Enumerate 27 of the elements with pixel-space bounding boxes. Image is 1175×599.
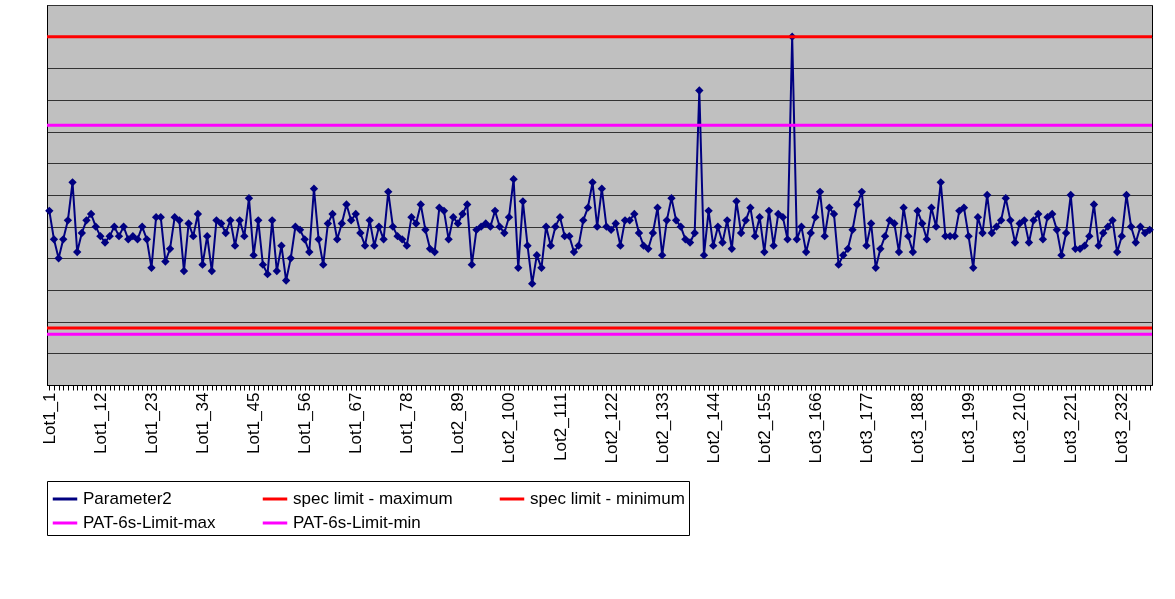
legend-label: PAT-6s-Limit-min [293,513,421,532]
x-tick-label: Lot3_210 [1010,392,1030,464]
x-tick-label: Lot1_78 [397,392,417,454]
legend-label: spec limit - minimum [530,489,685,508]
x-tick-label: Lot1_12 [90,392,110,454]
x-tick-label: Lot3_221 [1061,392,1081,464]
x-tick-label: Lot3_188 [908,392,928,464]
x-tick-label: Lot2_155 [754,392,774,464]
x-tick-label: Lot1_34 [193,392,213,454]
legend-label: Parameter2 [83,489,172,508]
x-tick-label: Lot1_23 [141,392,161,454]
x-tick-label: Lot3_177 [856,392,876,464]
x-tick-label: Lot2_133 [652,392,672,464]
legend-label: PAT-6s-Limit-max [83,513,217,532]
x-tick-label: Lot2_89 [448,392,468,454]
x-tick-label: Lot1_67 [346,392,366,454]
x-tick-label: Lot2_100 [499,392,519,464]
x-tick-label: Lot2_111 [550,392,570,461]
x-tick-label: Lot3_199 [959,392,979,464]
x-tick-label: Lot2_144 [703,392,723,464]
legend-label: spec limit - maximum [293,489,453,508]
x-tick-label: Lot2_122 [601,392,621,464]
x-tick-label: Lot1_1 [39,392,59,445]
x-tick-label: Lot1_45 [244,392,264,454]
x-tick-label: Lot3_166 [805,392,825,464]
x-tick-label: Lot1_56 [295,392,315,454]
x-tick-label: Lot3_232 [1112,392,1132,464]
